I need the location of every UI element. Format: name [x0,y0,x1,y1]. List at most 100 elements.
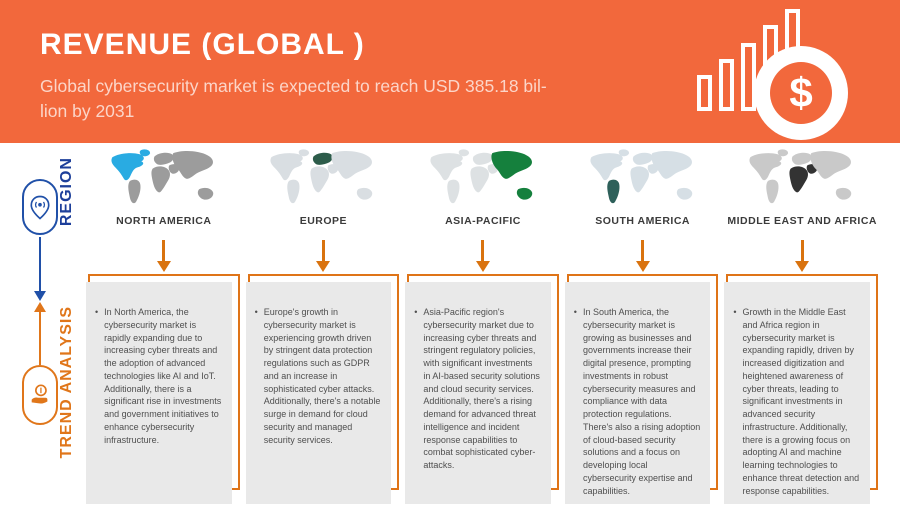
down-arrow-icon [162,240,166,262]
trend-box: • Growth in the Middle East and Africa r… [724,274,878,506]
trend-box-panel: • Asia-Pacific region's cybersecurity ma… [405,282,551,504]
continent-sa [606,179,620,204]
region-column-north-america: NORTH AMERICA • In North America, the cy… [86,143,240,506]
world-map-asia-pacific [422,149,544,211]
region-down-arrow [39,237,41,292]
continent-au [197,187,214,200]
continent-eu [153,152,174,165]
continent-na [270,153,304,181]
bullet: • [254,307,258,317]
continent-as [810,150,852,179]
continent-af [151,166,170,193]
dollar-coin-inner: $ [770,62,832,124]
continent-au [357,187,373,200]
continent-sa [447,179,460,204]
world-map-svg [749,149,852,204]
continent-gl [458,149,470,157]
header-banner: REVENUE (GLOBAL ) Global cybersecurity m… [0,0,900,143]
region-name: NORTH AMERICA [116,215,212,227]
world-map-europe [262,149,384,211]
bullet: • [414,307,418,317]
region-column-europe: EUROPE • Europe's growth in cybersecurit… [245,143,400,506]
continent-gl [777,149,789,157]
down-arrow-icon [800,240,804,262]
dollar-symbol: $ [789,69,813,116]
continent-sa [287,179,300,204]
down-arrow-icon [321,240,325,262]
continent-gl [618,149,629,157]
region-name: MIDDLE EAST AND AFRICA [727,215,878,227]
trend-text: In South America, the cybersecurity mark… [582,307,701,496]
continent-as [491,150,532,179]
trend-text: Growth in the Middle East and Africa reg… [742,307,860,496]
trend-analysis-icon [22,365,58,425]
continent-af [789,166,809,193]
continent-as [331,150,373,179]
banner-art: $ [630,0,900,143]
continent-as [172,150,213,179]
continent-na [590,153,623,181]
world-map-middle-east-africa [741,149,863,211]
bullet: • [573,307,577,317]
dollar-coin-icon: $ [754,46,848,140]
bar-3 [741,43,756,111]
region-name: ASIA-PACIFIC [445,215,521,227]
continent-au [516,187,533,200]
world-map-south-america [582,149,704,211]
continent-au [676,187,692,200]
trend-box: • In South America, the cybersecurity ma… [564,274,719,506]
continent-af [470,166,489,193]
world-map-svg [111,149,214,204]
continent-na [749,153,783,181]
page-title: REVENUE (GLOBAL ) [40,28,365,61]
bullet: • [95,307,99,317]
continent-gl [299,149,310,157]
trend-box-panel: • In South America, the cybersecurity ma… [564,282,711,504]
trend-box-panel: • In North America, the cybersecurity ma… [86,282,232,504]
trend-box-panel: • Growth in the Middle East and Africa r… [724,282,870,504]
region-column-middle-east-africa: MIDDLE EAST AND AFRICA • Growth in the M… [724,143,878,506]
region-column-south-america: SOUTH AMERICA • In South America, the cy… [564,143,719,506]
region-name: EUROPE [299,215,348,227]
region-columns: NORTH AMERICA • In North America, the cy… [86,143,878,506]
region-name: SOUTH AMERICA [595,215,690,227]
trend-text: Asia-Pacific region's cybersecurity mark… [423,307,540,471]
page-subtitle: Global cybersecurity market is expected … [40,74,547,123]
trend-rail-label: TREND ANALYSIS [58,306,75,459]
bar-2 [719,59,734,111]
continent-na [430,153,463,181]
page-subtitle-line2: lion by 2031 [40,100,135,121]
continent-eu [313,152,333,165]
trend-text: In North America, the cybersecurity mark… [104,307,222,445]
hand-coin-icon [31,384,48,404]
continent-gl [139,149,150,157]
region-column-asia-pacific: ASIA-PACIFIC • Asia-Pacific region's cyb… [405,143,559,506]
continent-sa [766,179,779,204]
left-rail: REGION TREND ANALYSIS [0,143,88,506]
region-rail-label: REGION [58,157,75,227]
trend-box-panel: • Europe's growth in cybersecurity marke… [245,282,392,504]
down-arrow-icon [481,240,485,262]
page-subtitle-line1: Global cybersecurity market is expected … [40,76,547,96]
trend-text: Europe's growth in cybersecurity market … [263,307,381,445]
world-map-north-america [103,149,225,211]
continent-eu [632,152,653,165]
bullet: • [733,307,737,317]
trend-box: • Europe's growth in cybersecurity marke… [245,274,400,506]
continent-af [310,166,330,193]
continent-eu [792,152,812,165]
bar-1 [697,75,712,111]
location-pin-icon [30,195,50,220]
trend-box: • Asia-Pacific region's cybersecurity ma… [405,274,559,506]
continent-as [651,150,692,179]
continent-sa [128,179,141,204]
trend-box: • In North America, the cybersecurity ma… [86,274,240,506]
continent-af [630,166,649,193]
continent-eu [472,152,493,165]
region-pin-icon [22,179,58,235]
content-area: REGION TREND ANALYSIS NORTH AMERICA [0,143,900,506]
world-map-svg [430,149,533,204]
world-map-svg [590,149,692,204]
down-arrow-icon [641,240,645,262]
